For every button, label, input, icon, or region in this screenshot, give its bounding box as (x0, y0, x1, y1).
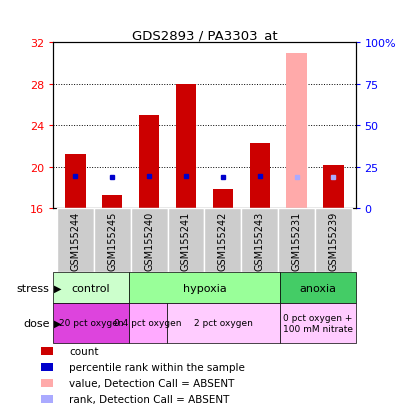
Bar (139, 116, 159, 209)
Bar (102, 195, 122, 209)
Text: GSM155240: GSM155240 (144, 211, 154, 270)
Title: GDS2893 / PA3303_at: GDS2893 / PA3303_at (132, 29, 277, 42)
Text: value, Detection Call = ABSENT: value, Detection Call = ABSENT (70, 378, 235, 388)
Text: GSM155243: GSM155243 (255, 211, 265, 270)
Text: ▶: ▶ (54, 283, 62, 293)
Text: count: count (70, 346, 99, 356)
Bar (205, 209, 241, 273)
Text: control: control (72, 283, 111, 293)
Bar (286, 54, 307, 209)
Bar (41, 379, 53, 387)
Text: GSM155245: GSM155245 (107, 211, 117, 271)
Bar (41, 347, 53, 355)
Text: anoxia: anoxia (299, 283, 336, 293)
Bar (280, 304, 356, 343)
Bar (213, 190, 233, 209)
Bar (129, 304, 167, 343)
Text: GSM155241: GSM155241 (181, 211, 191, 270)
Bar (280, 273, 356, 304)
Text: GSM155239: GSM155239 (328, 211, 339, 270)
Text: 2 pct oxygen: 2 pct oxygen (194, 319, 253, 328)
Text: GSM155242: GSM155242 (218, 211, 228, 271)
Text: stress: stress (17, 283, 49, 293)
Text: GSM155231: GSM155231 (292, 211, 301, 270)
Bar (323, 165, 344, 209)
Bar (41, 395, 53, 403)
Text: ▶: ▶ (54, 318, 62, 328)
Bar (65, 155, 86, 209)
Text: hypoxia: hypoxia (182, 283, 226, 293)
Bar (53, 273, 129, 304)
Text: 0.4 pct oxygen: 0.4 pct oxygen (114, 319, 182, 328)
Bar (53, 304, 129, 343)
Text: GSM155244: GSM155244 (70, 211, 81, 270)
Text: percentile rank within the sample: percentile rank within the sample (70, 362, 245, 372)
Text: 0 pct oxygen +
100 mM nitrate: 0 pct oxygen + 100 mM nitrate (283, 313, 353, 333)
Bar (129, 273, 280, 304)
Bar (315, 209, 352, 273)
Bar (278, 209, 315, 273)
Text: dose: dose (23, 318, 49, 328)
Bar (250, 143, 270, 209)
Bar (167, 209, 205, 273)
Bar (94, 209, 131, 273)
Bar (167, 304, 280, 343)
Text: rank, Detection Call = ABSENT: rank, Detection Call = ABSENT (70, 394, 230, 404)
Bar (57, 209, 94, 273)
Text: 20 pct oxygen: 20 pct oxygen (59, 319, 123, 328)
Bar (41, 363, 53, 371)
Bar (241, 209, 278, 273)
Bar (131, 209, 167, 273)
Bar (176, 85, 196, 209)
